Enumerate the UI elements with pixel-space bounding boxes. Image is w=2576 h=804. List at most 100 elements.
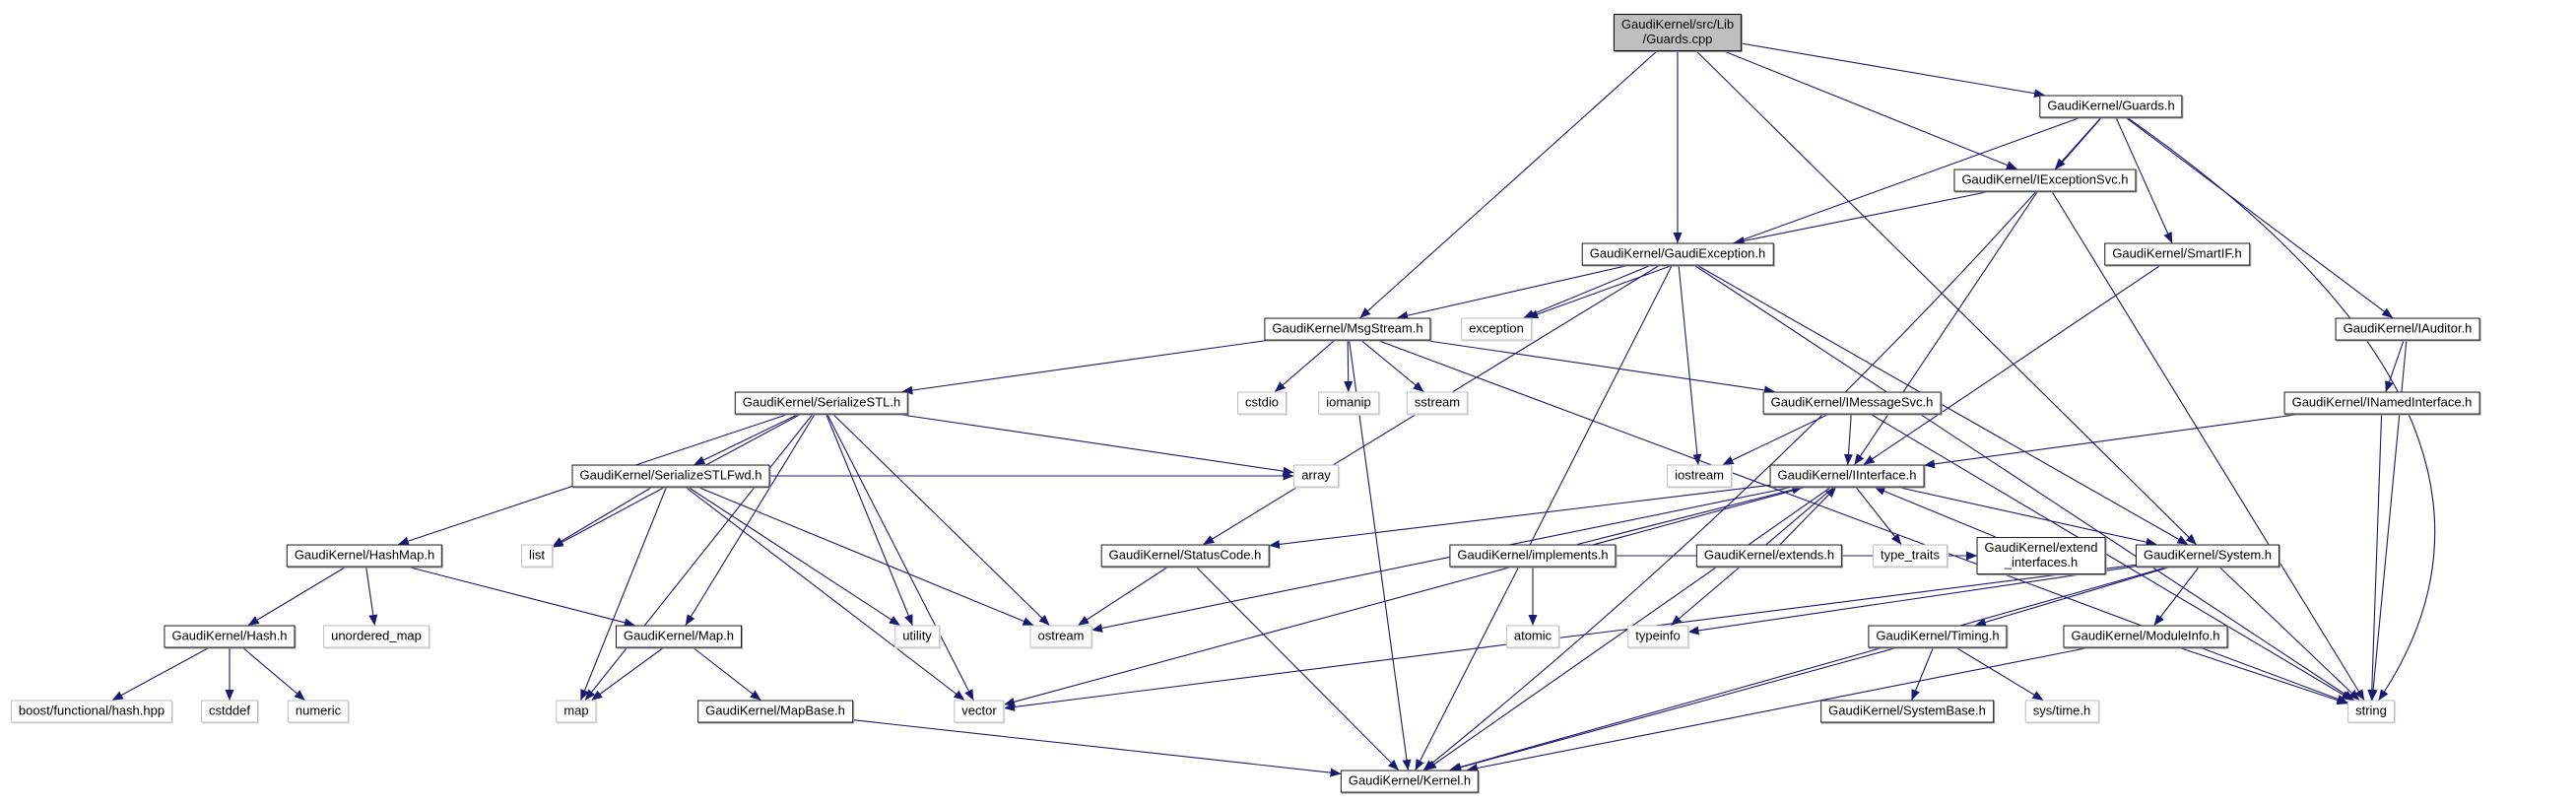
node-guards_h[interactable]: GaudiKernel/Guards.h bbox=[2039, 95, 2183, 118]
node-serializestl_h[interactable]: GaudiKernel/SerializeSTL.h bbox=[734, 391, 909, 415]
edge-gaudiexception_h-to-iostream bbox=[1678, 265, 1702, 465]
edge-system_h-to-string bbox=[2218, 567, 2360, 701]
edge-serializestlfwd_h-to-vector bbox=[685, 487, 965, 701]
edge-serializestl_h-to-ostream bbox=[832, 414, 1050, 626]
node-kernel_h[interactable]: GaudiKernel/Kernel.h bbox=[1340, 770, 1480, 793]
edge-timing_h-to-systembase_h bbox=[1911, 647, 1934, 701]
edge-serializestlfwd_h-to-list bbox=[552, 487, 652, 547]
edge-imessagesvc_h-to-iinterface_h bbox=[1843, 414, 1853, 465]
edge-gaudiexception_h-to-string bbox=[1694, 265, 2354, 701]
node-mapbase_h[interactable]: GaudiKernel/MapBase.h bbox=[697, 700, 853, 723]
edge-system_h-to-timing_h bbox=[1974, 566, 2170, 627]
edge-extend_interfaces_h-to-iinterface_h bbox=[1874, 486, 1996, 538]
node-iomanip: iomanip bbox=[1318, 391, 1379, 415]
edge-serializestlfwd_h-to-ostream bbox=[697, 486, 1034, 627]
edge-guards_cpp-to-guards_h bbox=[1741, 42, 2046, 99]
edge-inamedinterface_h-to-iinterface_h bbox=[1924, 413, 2299, 469]
node-imessagesvc_h[interactable]: GaudiKernel/IMessageSvc.h bbox=[1762, 391, 1942, 415]
edge-system_h-to-typeinfo bbox=[1687, 566, 2137, 636]
edge-statuscode_h-to-kernel_h bbox=[1196, 567, 1399, 770]
node-exception: exception bbox=[1461, 317, 1532, 341]
edge-guards_cpp-to-msgstream_h bbox=[1359, 50, 1658, 318]
edge-msgstream_h-to-sstream bbox=[1360, 340, 1424, 392]
edge-msgstream_h-to-imessagesvc_h bbox=[1424, 339, 1775, 395]
edge-msgstream_h-to-cstdio bbox=[1274, 340, 1336, 392]
node-timing_h[interactable]: GaudiKernel/Timing.h bbox=[1868, 625, 2008, 648]
node-iexceptionsvc_h[interactable]: GaudiKernel/IExceptionSvc.h bbox=[1953, 168, 2137, 192]
edge-hash_h-to-numeric bbox=[242, 647, 305, 701]
node-sstream: sstream bbox=[1406, 391, 1469, 415]
edge-iinterface_h-to-ostream bbox=[1091, 486, 1792, 633]
edge-gaudiexception_h-to-kernel_h bbox=[1415, 265, 1673, 770]
edge-gaudiexception_h-to-system_h bbox=[1696, 265, 2189, 545]
node-serializestlfwd_h[interactable]: GaudiKernel/SerializeSTLFwd.h bbox=[571, 464, 770, 488]
edge-iexceptionsvc_h-to-gaudiexception_h bbox=[1733, 190, 1989, 245]
edge-system_h-to-vector bbox=[1004, 564, 2137, 711]
node-sys_time_h: sys/time.h bbox=[2024, 700, 2099, 723]
edge-moduleinfo_h-to-string bbox=[2179, 646, 2348, 704]
edge-implements_h-to-iinterface_h bbox=[1577, 485, 1804, 546]
edge-serializestl_h-to-utility bbox=[826, 414, 913, 626]
node-string: string bbox=[2347, 700, 2395, 723]
edge-hashmap_h-to-unordered_map bbox=[365, 567, 378, 626]
node-ostream: ostream bbox=[1029, 625, 1092, 648]
edge-inamedinterface_h-to-string bbox=[2367, 414, 2383, 701]
node-iostream: iostream bbox=[1667, 464, 1732, 488]
node-cstdio: cstdio bbox=[1237, 391, 1287, 415]
edge-extends_h-to-iinterface_h bbox=[1779, 487, 1837, 545]
edge-serializestl_h-to-map bbox=[584, 414, 814, 701]
node-system_h[interactable]: GaudiKernel/System.h bbox=[2135, 544, 2280, 568]
edge-msgstream_h-to-serializestl_h bbox=[901, 339, 1268, 395]
edge-map_h-to-mapbase_h bbox=[693, 647, 761, 701]
edge-serializestl_h-to-map_h bbox=[685, 414, 816, 626]
edge-moduleinfo_h-to-kernel_h bbox=[1466, 646, 2088, 772]
node-iauditor_h[interactable]: GaudiKernel/IAuditor.h bbox=[2335, 317, 2480, 341]
edge-msgstream_h-to-iomanip bbox=[1344, 340, 1354, 392]
node-moduleinfo_h[interactable]: GaudiKernel/ModuleInfo.h bbox=[2063, 625, 2228, 648]
node-typeinfo: typeinfo bbox=[1627, 625, 1688, 648]
node-smartif_h[interactable]: GaudiKernel/SmartIF.h bbox=[2104, 242, 2250, 266]
edge-serializestlfwd_h-to-map bbox=[580, 487, 667, 701]
edge-hash_h-to-boost_hash bbox=[111, 647, 210, 701]
edge-imessagesvc_h-to-string bbox=[1871, 414, 2353, 701]
edge-gaudiexception_h-to-exception bbox=[1523, 264, 1651, 319]
edge-iinterface_h-to-statuscode_h bbox=[1269, 484, 1770, 549]
node-hash_h[interactable]: GaudiKernel/Hash.h bbox=[164, 625, 296, 648]
node-extend_interfaces_h[interactable]: GaudiKernel/extend _interfaces.h bbox=[1976, 537, 2106, 574]
node-systembase_h[interactable]: GaudiKernel/SystemBase.h bbox=[1820, 700, 1994, 723]
node-type_traits: type_traits bbox=[1873, 544, 1948, 568]
edge-timing_h-to-kernel_h bbox=[1450, 646, 1897, 772]
node-array: array bbox=[1293, 464, 1339, 488]
node-gaudiexception_h[interactable]: GaudiKernel/GaudiException.h bbox=[1581, 242, 1774, 266]
node-hashmap_h[interactable]: GaudiKernel/HashMap.h bbox=[286, 544, 443, 568]
edge-serializestl_h-to-vector bbox=[826, 414, 974, 701]
node-map_h[interactable]: GaudiKernel/Map.h bbox=[615, 625, 743, 648]
edge-hashmap_h-to-map_h bbox=[408, 566, 635, 628]
node-guards_cpp: GaudiKernel/src/Lib /Guards.cpp bbox=[1613, 14, 1743, 51]
node-iinterface_h[interactable]: GaudiKernel/IInterface.h bbox=[1769, 464, 1925, 488]
node-implements_h[interactable]: GaudiKernel/implements.h bbox=[1449, 544, 1617, 568]
node-extends_h[interactable]: GaudiKernel/extends.h bbox=[1695, 544, 1843, 568]
edge-gaudiexception_h-to-msgstream_h bbox=[1397, 264, 1628, 320]
edge-smartif_h-to-iinterface_h bbox=[1863, 265, 2161, 465]
edge-timing_h-to-sys_time_h bbox=[1955, 647, 2044, 701]
node-cstddef: cstddef bbox=[201, 700, 258, 723]
edge-iinterface_h-to-vector bbox=[1004, 486, 1806, 706]
edge-iinterface_h-to-type_traits bbox=[1855, 487, 1902, 545]
edge-iexceptionsvc_h-to-string bbox=[2051, 191, 2365, 701]
node-statuscode_h[interactable]: GaudiKernel/StatusCode.h bbox=[1100, 544, 1270, 568]
edge-statuscode_h-to-ostream bbox=[1078, 567, 1168, 626]
node-numeric: numeric bbox=[287, 700, 350, 723]
edge-serializestl_h-to-array bbox=[897, 413, 1294, 476]
edge-guards_cpp-to-iexceptionsvc_h bbox=[1724, 50, 2017, 170]
edge-mapbase_h-to-kernel_h bbox=[852, 719, 1342, 777]
edge-map_h-to-map bbox=[591, 647, 664, 701]
edge-iexceptionsvc_h-to-iinterface_h bbox=[1854, 191, 2038, 465]
node-inamedinterface_h[interactable]: GaudiKernel/INamedInterface.h bbox=[2283, 391, 2480, 415]
node-msgstream_h[interactable]: GaudiKernel/MsgStream.h bbox=[1264, 317, 1431, 341]
node-list: list bbox=[521, 544, 553, 568]
edge-imessagesvc_h-to-iostream bbox=[1722, 414, 1829, 465]
edge-guards_h-to-string bbox=[2127, 117, 2436, 701]
